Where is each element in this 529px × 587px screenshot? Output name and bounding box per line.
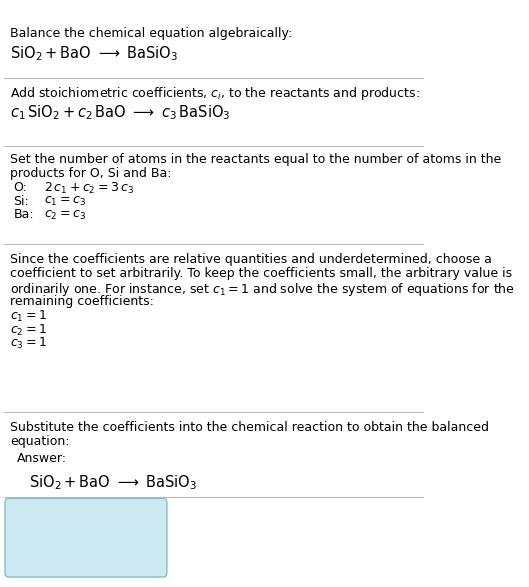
Text: $2\,c_1 + c_2 = 3\,c_3$: $2\,c_1 + c_2 = 3\,c_3$	[44, 181, 134, 195]
Text: Answer:: Answer:	[17, 452, 67, 465]
Text: Add stoichiometric coefficients, $c_i$, to the reactants and products:: Add stoichiometric coefficients, $c_i$, …	[11, 85, 420, 102]
Text: Balance the chemical equation algebraically:: Balance the chemical equation algebraica…	[11, 28, 293, 41]
Text: Si:: Si:	[13, 194, 29, 208]
Text: Substitute the coefficients into the chemical reaction to obtain the balanced: Substitute the coefficients into the che…	[11, 421, 489, 434]
FancyBboxPatch shape	[5, 498, 167, 577]
Text: products for O, Si and Ba:: products for O, Si and Ba:	[11, 167, 172, 180]
Text: $c_1 = c_3$: $c_1 = c_3$	[44, 194, 86, 208]
Text: Ba:: Ba:	[13, 208, 34, 221]
Text: $c_1 = 1$: $c_1 = 1$	[11, 309, 47, 323]
Text: $\mathrm{SiO_2 + BaO \ {\longrightarrow} \ BaSiO_3}$: $\mathrm{SiO_2 + BaO \ {\longrightarrow}…	[29, 473, 197, 491]
Text: $c_2 = 1$: $c_2 = 1$	[11, 322, 47, 338]
Text: $c_2 = c_3$: $c_2 = c_3$	[44, 208, 86, 221]
Text: $c_3 = 1$: $c_3 = 1$	[11, 336, 47, 352]
Text: Set the number of atoms in the reactants equal to the number of atoms in the: Set the number of atoms in the reactants…	[11, 153, 501, 167]
Text: O:: O:	[13, 181, 28, 194]
Text: $c_1\,\mathrm{SiO_2} + c_2\,\mathrm{BaO} \ {\longrightarrow} \ c_3\,\mathrm{BaSi: $c_1\,\mathrm{SiO_2} + c_2\,\mathrm{BaO}…	[11, 104, 231, 123]
Text: $\mathrm{SiO_2 + BaO \ {\longrightarrow} \ BaSiO_3}$: $\mathrm{SiO_2 + BaO \ {\longrightarrow}…	[11, 45, 179, 63]
Text: Since the coefficients are relative quantities and underdetermined, choose a: Since the coefficients are relative quan…	[11, 253, 492, 266]
Text: equation:: equation:	[11, 435, 70, 448]
Text: coefficient to set arbitrarily. To keep the coefficients small, the arbitrary va: coefficient to set arbitrarily. To keep …	[11, 267, 513, 280]
Text: ordinarily one. For instance, set $c_1 = 1$ and solve the system of equations fo: ordinarily one. For instance, set $c_1 =…	[11, 281, 515, 298]
Text: remaining coefficients:: remaining coefficients:	[11, 295, 154, 308]
